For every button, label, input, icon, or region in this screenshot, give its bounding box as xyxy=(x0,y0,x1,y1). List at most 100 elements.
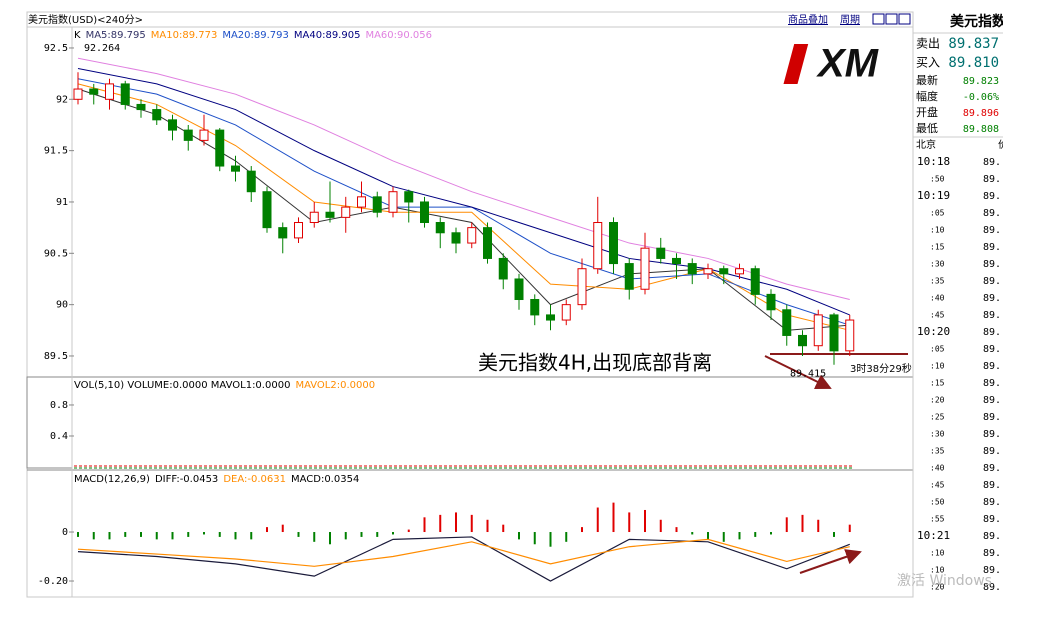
logo: XM xyxy=(783,42,880,86)
tick-price: 89. xyxy=(983,531,1001,542)
legend-entry: VOL(5,10) VOLUME:0.0000 MAVOL1:0.0000 xyxy=(74,380,290,391)
tick-time: :30 xyxy=(930,260,945,269)
legend-entry: MAVOL2:0.0000 xyxy=(295,380,375,391)
candle-body xyxy=(530,299,540,316)
tick-time: :40 xyxy=(930,464,945,473)
candle-body xyxy=(152,109,162,121)
tick-time: :50 xyxy=(930,498,945,507)
quote-label: 买入 xyxy=(916,56,940,70)
countdown: 3时38分29秒 xyxy=(850,362,912,375)
tick-price: 89. xyxy=(983,565,1001,576)
candle-body xyxy=(105,83,114,100)
y-tick-label: 90 xyxy=(56,300,68,311)
candle-body xyxy=(813,314,823,347)
macd-line xyxy=(77,538,850,567)
tick-price: 89. xyxy=(983,208,1001,219)
candle-body xyxy=(593,222,603,270)
tick-price: 89. xyxy=(983,514,1001,525)
layout-buttons[interactable] xyxy=(872,13,911,25)
candle-body xyxy=(577,268,587,306)
quote-label: 最低 xyxy=(916,122,938,135)
candle-body xyxy=(168,119,177,131)
quote-label: 幅度 xyxy=(916,89,938,103)
legend-entry: K xyxy=(74,30,81,41)
candle-body xyxy=(341,206,351,218)
y-tick-label: 92.5 xyxy=(44,43,68,54)
candle-body xyxy=(672,257,681,265)
candle-body xyxy=(561,304,571,321)
tick-price: 89. xyxy=(983,446,1001,457)
candle-body xyxy=(451,232,461,244)
quote-value: 89.823 xyxy=(963,76,999,87)
candle-body xyxy=(73,88,83,100)
tick-time: :05 xyxy=(930,209,945,218)
tick-price: 89. xyxy=(983,480,1001,491)
quote-title: 美元指数 xyxy=(950,13,1007,30)
tick-time: :30 xyxy=(930,430,945,439)
tick-price: 89. xyxy=(983,344,1001,355)
candle-body xyxy=(246,170,256,193)
tick-price: 89. xyxy=(983,395,1001,406)
price-annotation: 92.264 xyxy=(84,43,120,54)
tick-price: 89. xyxy=(983,378,1001,389)
tick-price: 89. xyxy=(983,174,1001,185)
tick-price: 89. xyxy=(983,259,1001,270)
candle-body xyxy=(262,191,272,229)
candle-body xyxy=(782,309,792,336)
arrow xyxy=(764,355,832,389)
tick-time: 10:19 xyxy=(917,189,950,202)
quote-value: 89.837 xyxy=(948,36,999,52)
candle-body xyxy=(766,293,776,311)
y-tick-label: 0 xyxy=(62,527,68,538)
quote-value: 89.808 xyxy=(963,124,999,135)
tick-time: :30 xyxy=(930,600,945,609)
tick-time: :45 xyxy=(930,311,945,320)
chart-frame xyxy=(26,11,914,598)
candle-body xyxy=(609,222,618,265)
tick-price: 89. xyxy=(983,599,1001,610)
candle-body xyxy=(467,227,477,244)
tick-price: 89. xyxy=(983,429,1001,440)
candle-body xyxy=(420,201,429,224)
tick-time: :20 xyxy=(930,396,945,405)
tick-time: 10:21 xyxy=(917,529,950,542)
legend-entry: MACD:0.0354 xyxy=(291,474,359,485)
legend-entry: MA60:90.056 xyxy=(365,30,432,41)
candle-body xyxy=(136,103,146,111)
candle-body xyxy=(483,227,492,259)
candle-body xyxy=(750,268,760,295)
tick-time: :15 xyxy=(930,379,945,388)
tick-price: 89. xyxy=(983,412,1001,423)
tick-price: 89. xyxy=(983,463,1001,474)
y-tick-label: 92 xyxy=(56,94,68,105)
price-annotation: 89.415 xyxy=(790,369,826,380)
tick-price: 89. xyxy=(983,191,1001,202)
tick-time: :40 xyxy=(930,294,945,303)
menu-item[interactable]: 商品叠加 xyxy=(788,13,828,26)
quote-value: 89.810 xyxy=(948,55,999,71)
legend-entry: MA40:89.905 xyxy=(294,30,361,41)
menu-item[interactable]: 周期 xyxy=(840,14,860,26)
candle-body xyxy=(388,191,398,213)
tick-time: 10:20 xyxy=(917,325,950,338)
tick-time: :35 xyxy=(930,447,945,456)
tick-time: :05 xyxy=(930,345,945,354)
legend-entry: DEA:-0.0631 xyxy=(223,474,286,485)
candle-body xyxy=(183,129,193,141)
ma-line xyxy=(77,57,850,300)
watermark: 激活 Windows xyxy=(897,572,992,589)
tick-price: 89. xyxy=(983,361,1001,372)
candle-body xyxy=(325,211,335,218)
candle-body xyxy=(294,222,303,239)
candle-body xyxy=(798,334,807,347)
headline: 美元指数4H,出现底部背离 xyxy=(478,351,712,375)
quote-label: 卖出 xyxy=(916,37,940,51)
legend-entry: MA20:89.793 xyxy=(222,30,289,41)
tick-time: :35 xyxy=(930,277,945,286)
tick-time: 10:18 xyxy=(917,155,950,168)
tick-time: :45 xyxy=(930,481,945,490)
candle-body xyxy=(703,268,713,275)
y-tick-label: -0.20 xyxy=(38,576,68,587)
candle-body xyxy=(735,268,744,275)
